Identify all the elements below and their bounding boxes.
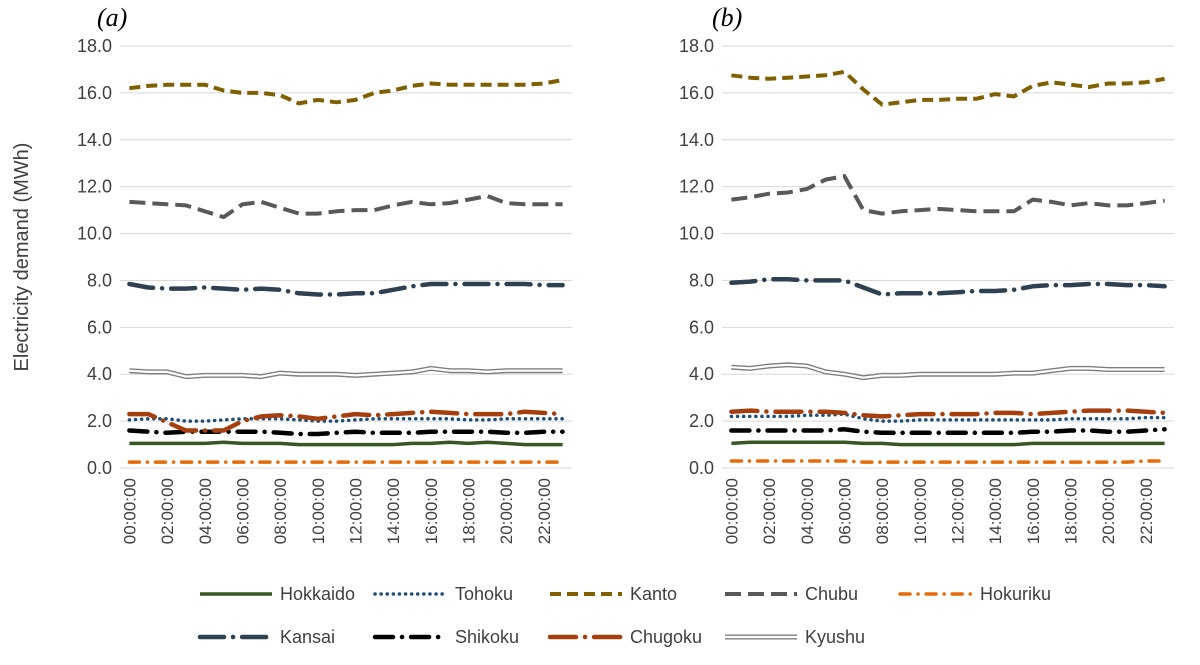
x-tick-label: 12:00:00 bbox=[346, 478, 365, 544]
x-tick-label: 02:00:00 bbox=[158, 478, 177, 544]
series-line-chugoku bbox=[729, 408, 1167, 419]
series-line-kansai bbox=[127, 281, 565, 297]
y-tick-label: 4.0 bbox=[689, 364, 714, 384]
panel-label: (b) bbox=[712, 3, 742, 32]
panel-label: (a) bbox=[97, 3, 127, 32]
legend-label: Shikoku bbox=[455, 627, 519, 647]
y-tick-label: 18.0 bbox=[679, 36, 714, 56]
series-line-kanto bbox=[129, 78, 563, 106]
legend-item-kanto: Kanto bbox=[550, 584, 677, 604]
legend-item-chugoku: Chugoku bbox=[547, 627, 702, 647]
series-line-kyushu bbox=[731, 362, 1165, 381]
legend-item-chubu: Chubu bbox=[725, 584, 858, 604]
series-line-shikoku bbox=[729, 427, 1167, 436]
legend-label: Hokuriku bbox=[980, 584, 1051, 604]
x-tick-label: 20:00:00 bbox=[497, 478, 516, 544]
y-tick-label: 8.0 bbox=[87, 270, 112, 290]
legend-item-tohoku: Tohoku bbox=[373, 584, 513, 604]
legend-item-hokkaido: Hokkaido bbox=[200, 584, 355, 604]
x-tick-label: 16:00:00 bbox=[1024, 478, 1043, 544]
y-axis-title: Electricity demand (MWh) bbox=[11, 143, 33, 372]
x-tick-label: 06:00:00 bbox=[233, 478, 252, 544]
series-line-hokkaido bbox=[129, 440, 563, 447]
x-tick-label: 10:00:00 bbox=[911, 478, 930, 544]
x-tick-label: 18:00:00 bbox=[1061, 478, 1080, 544]
legend-label: Chugoku bbox=[630, 627, 702, 647]
x-tick-label: 20:00:00 bbox=[1099, 478, 1118, 544]
chart-panel-a: (a) 0.0 2.0 4.0 6.0 8.0 10.0 12.0 14.0 16.0 18.0 00… bbox=[11, 3, 572, 544]
legend: Hokkaido Tohoku Kanto Chubu Hokuriku Kansai Sh… bbox=[197, 584, 1051, 647]
x-tick-label: 14:00:00 bbox=[384, 478, 403, 544]
series-line-shikoku bbox=[127, 428, 565, 437]
legend-item-hokuriku: Hokuriku bbox=[898, 584, 1051, 604]
y-tick-label: 8.0 bbox=[689, 270, 714, 290]
legend-item-shikoku: Shikoku bbox=[372, 627, 519, 647]
y-tick-label: 2.0 bbox=[87, 411, 112, 431]
x-tick-label: 10:00:00 bbox=[309, 478, 328, 544]
x-tick-label: 08:00:00 bbox=[873, 478, 892, 544]
series-line-kansai bbox=[729, 277, 1167, 297]
series-line-kanto bbox=[731, 69, 1165, 107]
series-line-chubu bbox=[731, 174, 1165, 216]
y-tick-label: 6.0 bbox=[689, 317, 714, 337]
series-line-tohoku bbox=[127, 417, 565, 423]
series-line-kyushu-inner bbox=[731, 363, 1165, 379]
y-tick-label: 12.0 bbox=[679, 177, 714, 197]
y-tick-label: 2.0 bbox=[689, 411, 714, 431]
series-line-hokuriku bbox=[729, 459, 1167, 464]
y-tick-label: 16.0 bbox=[679, 83, 714, 103]
y-tick-label: 0.0 bbox=[87, 458, 112, 478]
y-tick-label: 6.0 bbox=[87, 317, 112, 337]
legend-item-kansai: Kansai bbox=[197, 627, 335, 647]
y-tick-label: 18.0 bbox=[77, 36, 112, 56]
x-tick-label: 08:00:00 bbox=[271, 478, 290, 544]
y-tick-label: 12.0 bbox=[77, 177, 112, 197]
x-tick-label: 16:00:00 bbox=[422, 478, 441, 544]
series-line-kyushu-inner bbox=[129, 367, 563, 378]
legend-label: Kansai bbox=[280, 627, 335, 647]
legend-label: Kanto bbox=[630, 584, 677, 604]
y-tick-label: 16.0 bbox=[77, 83, 112, 103]
x-tick-label: 22:00:00 bbox=[1137, 478, 1156, 544]
x-tick-label: 02:00:00 bbox=[760, 478, 779, 544]
series-line-tohoku bbox=[729, 412, 1167, 423]
y-tick-label: 10.0 bbox=[679, 224, 714, 244]
x-tick-label: 04:00:00 bbox=[798, 478, 817, 544]
y-tick-label: 14.0 bbox=[77, 130, 112, 150]
y-tick-label: 4.0 bbox=[87, 364, 112, 384]
x-tick-label: 00:00:00 bbox=[722, 478, 741, 544]
y-tick-label: 0.0 bbox=[689, 458, 714, 478]
x-tick-label: 22:00:00 bbox=[535, 478, 554, 544]
x-tick-label: 18:00:00 bbox=[459, 478, 478, 544]
x-tick-label: 04:00:00 bbox=[196, 478, 215, 544]
series-line-hokkaido bbox=[731, 440, 1165, 447]
x-tick-label: 12:00:00 bbox=[948, 478, 967, 544]
x-tick-label: 06:00:00 bbox=[835, 478, 854, 544]
x-tick-label: 14:00:00 bbox=[986, 478, 1005, 544]
x-tick-label: 00:00:00 bbox=[120, 478, 139, 544]
legend-label: Tohoku bbox=[455, 584, 513, 604]
legend-label: Kyushu bbox=[805, 627, 865, 647]
series-line-chugoku bbox=[127, 409, 565, 433]
y-tick-label: 10.0 bbox=[77, 224, 112, 244]
legend-label: Chubu bbox=[805, 584, 858, 604]
legend-label: Hokkaido bbox=[280, 584, 355, 604]
legend-item-kyushu: Kyushu bbox=[725, 627, 865, 647]
series-line-chubu bbox=[129, 194, 563, 220]
chart-panel-b: (b) 0.0 2.0 4.0 6.0 8.0 10.0 12.0 14.0 16.0 18.0 00… bbox=[679, 3, 1174, 544]
y-tick-label: 14.0 bbox=[679, 130, 714, 150]
